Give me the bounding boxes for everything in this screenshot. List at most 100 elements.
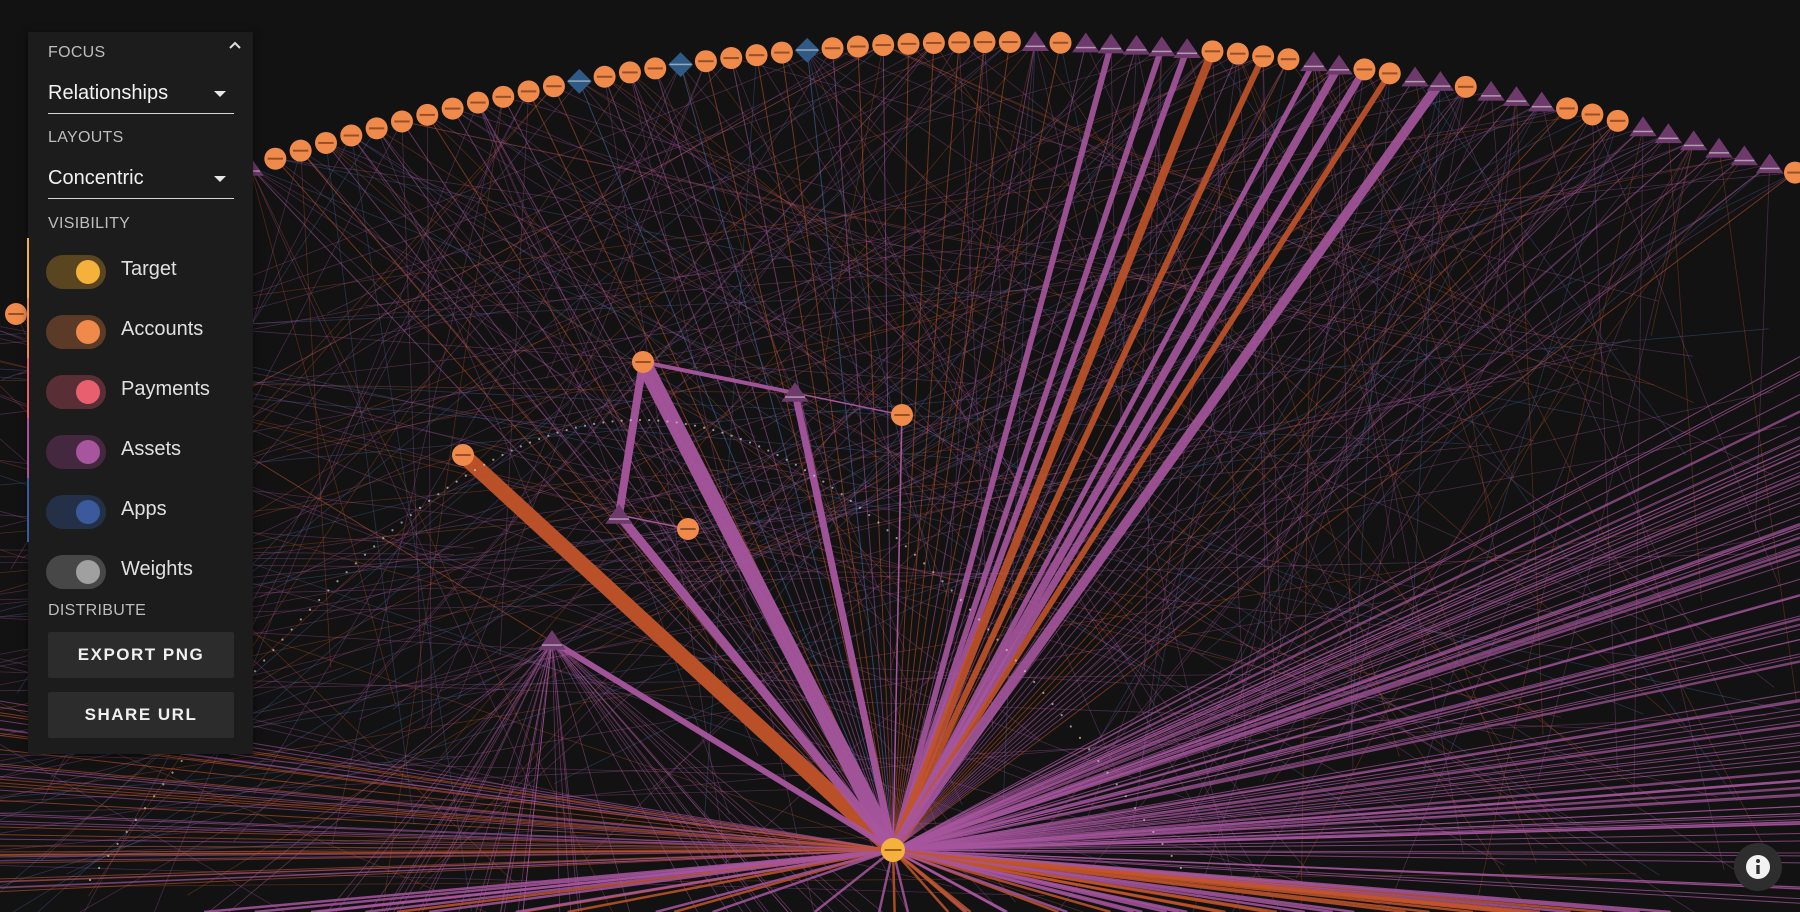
toggle-accounts[interactable] xyxy=(46,315,106,349)
edge-weight-dot xyxy=(428,499,431,503)
edge-weight-dot xyxy=(1005,648,1008,652)
info-button[interactable] xyxy=(1734,843,1782,891)
export-png-button[interactable]: EXPORT PNG xyxy=(48,632,234,678)
graph-node-asset xyxy=(1173,38,1201,59)
graph-edge xyxy=(1356,81,1441,463)
graph-edge xyxy=(12,563,588,912)
graph-edge xyxy=(781,52,1230,871)
edge-weight-dot xyxy=(813,474,816,477)
graph-node-asset xyxy=(1755,153,1784,174)
graph-node-asset xyxy=(1426,71,1455,91)
graph-edge xyxy=(892,502,1800,851)
graph-edge xyxy=(1633,127,1644,795)
edge-weight-dot xyxy=(886,529,889,532)
graph-edge xyxy=(892,735,1800,851)
series-color-marker xyxy=(27,238,29,302)
graph-edge xyxy=(401,121,424,718)
edge-weight-dot xyxy=(180,759,183,763)
edge-weight-dot xyxy=(253,670,257,673)
graph-edge xyxy=(25,114,1593,327)
toggle-weights[interactable] xyxy=(46,555,106,589)
graph-edge xyxy=(806,50,894,851)
graph-edge xyxy=(892,849,1800,890)
graph-edge xyxy=(892,41,986,851)
graph-edge xyxy=(225,44,884,401)
edge-weight-dot xyxy=(1161,842,1164,846)
graph-edge xyxy=(158,81,1441,488)
graph-edge xyxy=(551,640,630,912)
graph-edge xyxy=(0,838,894,851)
graph-edge xyxy=(892,437,1800,851)
graph-edge xyxy=(883,44,1694,403)
graph-edge xyxy=(1313,62,1457,301)
graph-edge xyxy=(325,142,1616,847)
toggle-target[interactable] xyxy=(46,255,106,289)
graph-edge xyxy=(551,640,834,912)
graph-edge xyxy=(180,48,1188,330)
graph-edge xyxy=(325,142,415,826)
share-url-button[interactable]: SHARE URL xyxy=(48,692,234,738)
graph-edge xyxy=(551,640,883,912)
graph-edge xyxy=(882,45,894,851)
graph-edge xyxy=(0,782,894,851)
graph-edge xyxy=(249,166,894,851)
edge-weight-dot xyxy=(703,426,706,429)
graph-edge xyxy=(1591,114,1618,771)
graph-edge xyxy=(892,638,1800,851)
graph-edge xyxy=(0,812,894,851)
graph-edge xyxy=(889,79,1445,853)
toggle-assets[interactable] xyxy=(46,435,106,469)
visibility-label-assets: Assets xyxy=(121,438,182,460)
graph-edge xyxy=(249,166,448,350)
graph-edge xyxy=(37,41,1011,912)
graph-edge xyxy=(635,108,1568,375)
graph-edge xyxy=(892,91,1492,851)
graph-edge xyxy=(892,653,1800,851)
graph-edge xyxy=(545,64,681,380)
graph-edge xyxy=(1119,45,1137,429)
graph-edge xyxy=(892,624,1800,851)
graph-edge xyxy=(892,394,1800,851)
graph-edge xyxy=(0,402,570,893)
edge-weight-dot xyxy=(684,422,687,426)
layouts-select[interactable]: Concentric xyxy=(48,160,234,199)
graph-edge xyxy=(398,640,553,912)
edge-weight-dot xyxy=(638,418,642,422)
graph-edge xyxy=(551,640,861,912)
edge-weight-dot xyxy=(336,580,339,583)
graph-edge xyxy=(892,813,1800,851)
dropdown-caret-icon xyxy=(214,91,226,97)
edge-weight-dot xyxy=(400,521,403,524)
graph-edge xyxy=(890,54,1266,852)
graph-edge xyxy=(376,128,894,851)
graph-edge xyxy=(0,339,1631,800)
edge-weight-dot xyxy=(1088,748,1091,751)
graph-edge xyxy=(813,849,894,912)
series-color-marker xyxy=(27,418,29,482)
collapse-panel-button[interactable] xyxy=(225,36,245,56)
edge-weight-dot xyxy=(849,499,852,503)
node-label-mark xyxy=(976,41,993,44)
toggle-apps[interactable] xyxy=(46,495,106,529)
graph-node-asset xyxy=(1097,33,1125,54)
edge-weight-dot xyxy=(1069,725,1072,728)
graph-edge xyxy=(249,166,397,705)
info-icon xyxy=(1746,855,1770,879)
toggle-payments[interactable] xyxy=(46,375,106,409)
node-label-mark xyxy=(875,44,891,47)
graph-edge xyxy=(892,793,1800,851)
graph-edge xyxy=(781,52,1590,761)
graph-edge xyxy=(342,120,1618,769)
graph-edge xyxy=(780,65,1340,558)
graph-edge xyxy=(1138,59,1289,774)
graph-edge xyxy=(416,51,1213,783)
graph-edge xyxy=(1313,62,1464,854)
focus-select[interactable]: Relationships xyxy=(48,75,234,114)
edge-weight-dot xyxy=(877,521,880,524)
graph-edge xyxy=(892,849,950,912)
graph-edge xyxy=(889,63,1343,852)
edge-weight-dot xyxy=(446,486,449,489)
toggle-knob xyxy=(76,500,100,524)
graph-edge xyxy=(259,53,1238,598)
